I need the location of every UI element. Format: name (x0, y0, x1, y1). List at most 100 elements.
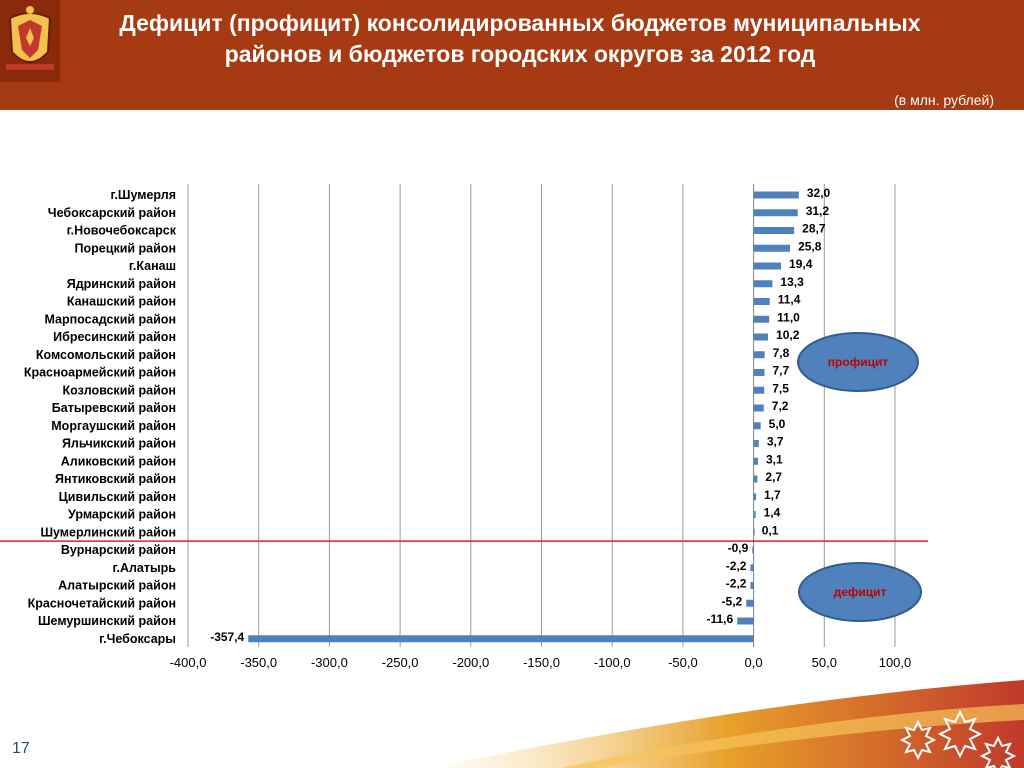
value-label: 25,8 (798, 239, 822, 253)
value-label: 13,3 (780, 275, 804, 289)
header-bar: Дефицит (профицит) консолидированных бюд… (0, 0, 1024, 110)
bar (753, 280, 773, 288)
value-label: 3,7 (767, 435, 784, 449)
value-label: -11,6 (706, 612, 733, 626)
category-label: Комсомольский район (36, 348, 176, 362)
x-tick-label: -350,0 (240, 655, 277, 670)
value-label: -2,2 (726, 577, 747, 591)
value-label: 31,2 (806, 204, 830, 218)
category-label: г.Алатырь (113, 561, 177, 575)
value-label: 7,8 (773, 346, 790, 360)
category-label: г.Канаш (129, 259, 176, 273)
category-label: Красночетайский район (28, 596, 176, 610)
category-label: Алатырский район (58, 579, 176, 593)
value-label: 10,2 (776, 328, 800, 342)
bar (753, 386, 765, 394)
category-label: Яльчикский район (62, 437, 176, 451)
category-label: Ядринский район (67, 277, 176, 291)
bar (752, 546, 754, 554)
category-label: Козловский район (63, 383, 176, 397)
deficit-label: дефицит (834, 585, 887, 599)
category-label: Марпосадский район (44, 312, 176, 326)
bar (753, 262, 782, 270)
value-label: 11,4 (778, 293, 801, 307)
surplus-callout: профицит (797, 332, 919, 392)
category-label: Ибресинский район (53, 330, 176, 344)
value-label: 5,0 (769, 417, 786, 431)
bars (248, 191, 799, 643)
bottom-decoration (430, 680, 1024, 768)
value-labels: 32,0 31,2 28,7 25,8 19,4 13,3 11,4 11,0 10,2 7,8 7… (210, 186, 830, 644)
value-label: 1,4 (764, 506, 781, 520)
bar (753, 333, 769, 341)
x-tick-label: -250,0 (382, 655, 419, 670)
bar (753, 298, 770, 305)
category-label: Аликовский район (61, 454, 176, 468)
category-label: Порецкий район (75, 241, 176, 255)
category-label: Цивильский район (59, 490, 176, 504)
x-tick-label: 50,0 (812, 655, 837, 670)
value-label: 11,0 (777, 310, 800, 324)
category-label: Батыревский район (52, 401, 176, 415)
x-tick-label: -50,0 (668, 655, 698, 670)
x-tick-labels: -400,0 -350,0 -300,0 -250,0 -200,0 -150,0 -100… (170, 655, 912, 670)
category-label: Шумерлинский район (40, 525, 176, 539)
coat-of-arms-emblem (0, 0, 60, 82)
bar (753, 351, 765, 359)
bar (737, 617, 754, 625)
bar (753, 244, 791, 252)
bar (753, 209, 798, 217)
bar (753, 369, 765, 376)
value-label: 7,2 (772, 399, 789, 413)
x-tick-label: 0,0 (745, 655, 763, 670)
units-note: (в млн. рублей) (894, 92, 994, 108)
bar (753, 457, 758, 465)
value-label: 28,7 (802, 222, 826, 236)
bar (753, 475, 758, 483)
value-label: 7,5 (772, 381, 789, 395)
value-label: -5,2 (722, 594, 743, 608)
bar (753, 511, 756, 518)
bar (753, 440, 759, 447)
deficit-ellipse (798, 562, 922, 622)
bar (753, 227, 795, 234)
value-label: -357,4 (210, 630, 244, 644)
category-label: Урмарский район (68, 508, 176, 522)
ornament-stars (899, 709, 1017, 768)
x-tick-label: -100,0 (594, 655, 631, 670)
x-tick-label: -400,0 (170, 655, 207, 670)
bar (753, 528, 755, 536)
value-label: 32,0 (807, 186, 831, 200)
category-label: г.Новочебоксарск (67, 224, 177, 238)
page-number: 17 (12, 740, 30, 757)
category-labels: г.Шумерля Чебоксарский район г.Новочебокса… (24, 188, 177, 646)
bar (750, 582, 754, 589)
slide-title: Дефицит (профицит) консолидированных бюд… (119, 10, 921, 67)
category-label: г.Шумерля (110, 188, 176, 202)
x-tick-label: -200,0 (452, 655, 489, 670)
category-label: Шемуршинский район (38, 614, 176, 628)
bar (753, 493, 757, 501)
bar (753, 191, 799, 199)
category-label: Красноармейский район (24, 366, 176, 380)
bar (753, 404, 764, 412)
value-label: 0,1 (762, 523, 779, 537)
bar (248, 635, 754, 643)
x-tick-label: -150,0 (523, 655, 560, 670)
category-label: Моргаушский район (51, 419, 176, 433)
value-label: 2,7 (765, 470, 782, 484)
x-tick-label: -300,0 (311, 655, 348, 670)
surplus-ellipse (797, 332, 919, 392)
bar (750, 564, 754, 572)
x-tick-label: 100,0 (879, 655, 912, 670)
category-label: Чебоксарский район (48, 206, 176, 220)
category-label: Вурнарский район (61, 543, 176, 557)
bar (753, 315, 770, 323)
value-label: 3,1 (766, 452, 783, 466)
bar (753, 422, 761, 430)
value-label: 1,7 (764, 488, 781, 502)
category-label: Канашский район (67, 295, 176, 309)
bar-chart: г.Шумерля Чебоксарский район г.Новочебокса… (0, 184, 928, 670)
surplus-label: профицит (828, 355, 889, 369)
value-label: -2,2 (726, 559, 747, 573)
